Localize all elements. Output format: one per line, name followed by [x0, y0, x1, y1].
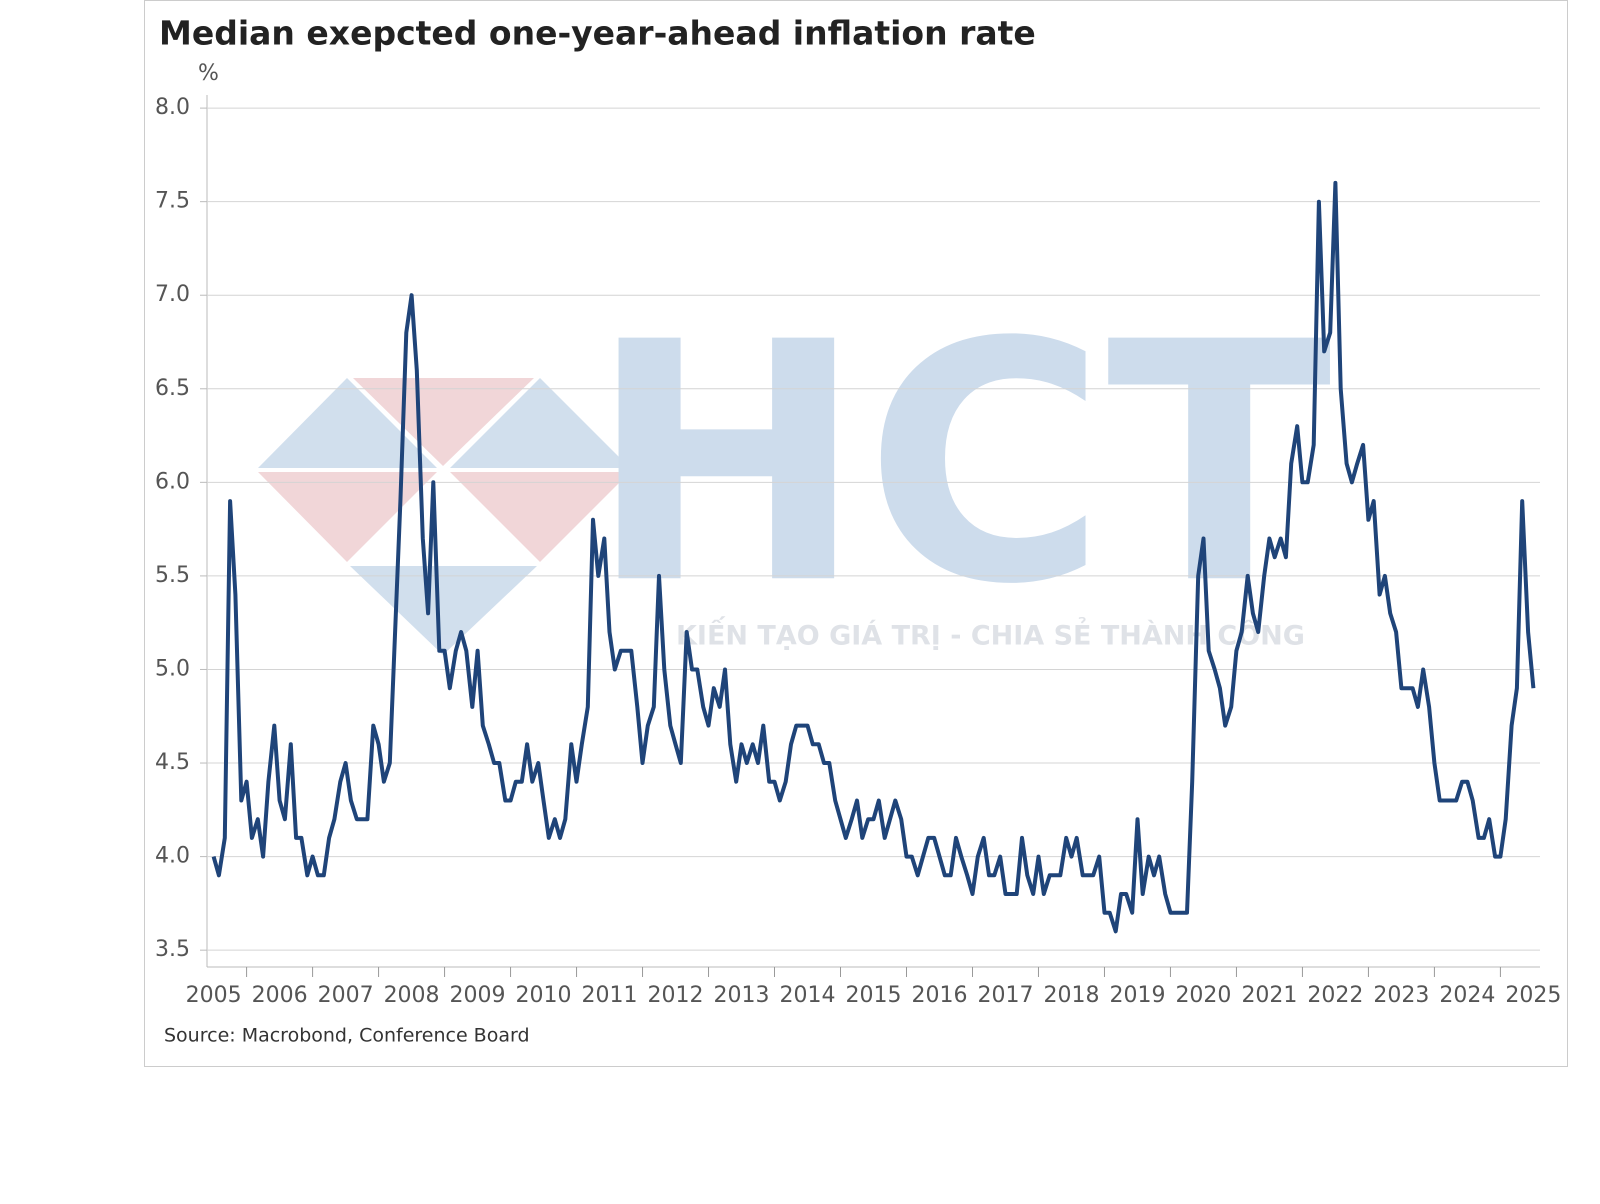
x-tick-label: 2014	[780, 983, 836, 1008]
x-tick-label: 2020	[1175, 983, 1231, 1008]
x-tick-label: 2016	[911, 983, 967, 1008]
x-tick-label: 2021	[1241, 983, 1297, 1008]
x-tick-label: 2012	[648, 983, 704, 1008]
x-tick-label: 2023	[1373, 983, 1429, 1008]
frame	[144, 0, 1568, 1067]
y-tick-label: 4.5	[155, 750, 190, 775]
watermark-logo	[258, 378, 630, 655]
x-tick-label: 2025	[1505, 983, 1561, 1008]
x-tick-label: 2022	[1307, 983, 1363, 1008]
y-unit: %	[198, 61, 219, 86]
watermark-tagline: KIẾN TẠO GIÁ TRỊ - CHIA SẺ THÀNH CÔNG	[676, 617, 1305, 652]
y-tick-label: 6.0	[155, 469, 190, 494]
chart-title: Median exepcted one-year-ahead inflation…	[159, 14, 1036, 53]
x-tick-label: 2017	[977, 983, 1033, 1008]
y-tick-label: 4.0	[155, 844, 190, 869]
x-tick-label: 2006	[252, 983, 308, 1008]
x-tick-label: 2008	[384, 983, 440, 1008]
x-tick-label: 2011	[582, 983, 638, 1008]
y-tick-label: 5.0	[155, 656, 190, 681]
x-tick-label: 2005	[186, 983, 242, 1008]
y-tick-label: 3.5	[155, 937, 190, 962]
y-tick-label: 6.5	[155, 376, 190, 401]
x-tick-label: 2007	[318, 983, 374, 1008]
x-tick-label: 2013	[714, 983, 770, 1008]
watermark: HCT	[588, 272, 1333, 656]
x-tick-label: 2018	[1043, 983, 1099, 1008]
x-tick-label: 2019	[1109, 983, 1165, 1008]
y-tick-label: 5.5	[155, 563, 190, 588]
y-tick-label: 8.0	[155, 95, 190, 120]
y-tick-label: 7.0	[155, 282, 190, 307]
x-tick-label: 2024	[1439, 983, 1495, 1008]
x-tick-label: 2015	[846, 983, 902, 1008]
x-tick-label: 2010	[516, 983, 572, 1008]
line	[211, 180, 1536, 934]
x-tick-label: 2009	[450, 983, 506, 1008]
source-note: Source: Macrobond, Conference Board	[164, 1025, 530, 1047]
y-tick-label: 7.5	[155, 189, 190, 214]
